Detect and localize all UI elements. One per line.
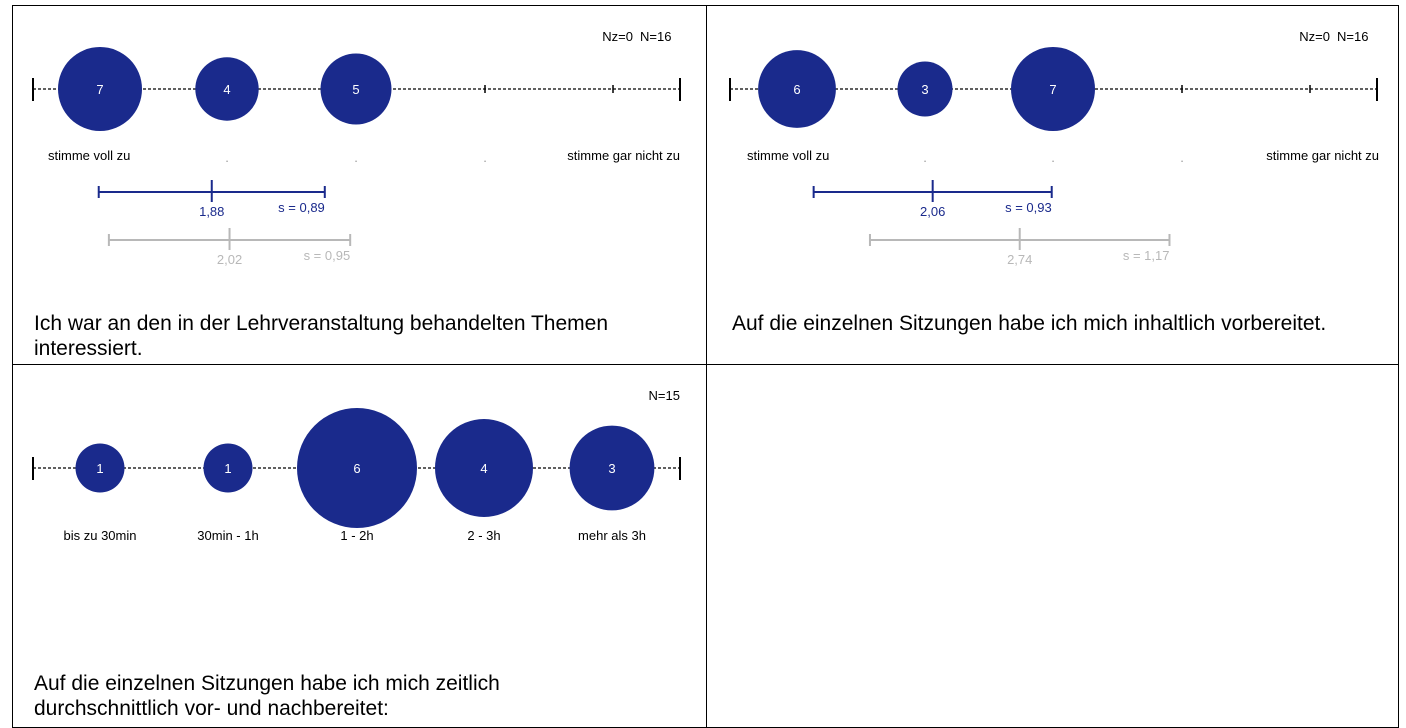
bubble-count-5: 3 [608,461,615,476]
scale-label-5: stimme gar nicht zu [1266,148,1379,163]
scale-label-5: stimme gar nicht zu [567,148,680,163]
bubble-1 [75,443,125,493]
n-label: N=16 [640,29,671,44]
scale-label-3: 1 - 2h [340,528,373,543]
n-label: N=15 [649,388,680,403]
scale-label-1: bis zu 30min [64,528,137,543]
scale-label-3: . [1051,150,1055,165]
chart-svg-time-prep: 1 1 6 4 3 N=15 bis zu 30min 30min - 1h 1… [32,388,681,543]
bubble-3 [297,408,417,528]
scale-label-2: . [923,150,927,165]
bubble-count-1: 6 [793,82,800,97]
bubble-count-3: 6 [353,461,360,476]
scale-label-4: 2 - 3h [467,528,500,543]
scale-label-2: 30min - 1h [197,528,258,543]
bubble-5 [569,425,655,511]
sd-label: s = 0,93 [1005,200,1052,215]
compare-mean-label: 2,74 [1007,252,1032,267]
axis [32,457,681,480]
bubble-2 [897,61,953,117]
question-content-prep: Auf die einzelnen Sitzungen habe ich mic… [732,312,1327,335]
errorbar-compare: 2,02 s = 0,95 [107,228,352,267]
bubble-count-2: 3 [921,82,928,97]
errorbar-course: 1,88 s = 0,89 [97,180,326,219]
errorbar-course: 2,06 s = 0,93 [812,180,1053,219]
sd-label: s = 0,89 [278,200,325,215]
scale-label-1: stimme voll zu [48,148,130,163]
bubble-2 [203,443,253,493]
mean-label: 1,88 [199,204,224,219]
compare-mean-label: 2,02 [217,252,242,267]
bubble-count-4: 4 [480,461,487,476]
scale-label-2: . [225,150,229,165]
question-interest: Ich war an den in der Lehrveranstaltung … [34,312,609,360]
scale-label-4: . [1180,150,1184,165]
bubble-4 [435,419,533,517]
bubble-count-3: 7 [1049,82,1056,97]
scale-label-3: . [354,150,358,165]
bubble-count-3: 5 [352,82,359,97]
nz-label: Nz=0 [1299,29,1330,44]
chart-svg-interest: 7 4 5 Nz=0 N=16 stimme voll zu . . . sti… [32,29,681,267]
scale-label-1: stimme voll zu [747,148,829,163]
bubble-count-2: 1 [224,461,231,476]
bubble-count-2: 4 [223,82,230,97]
bubble-1 [58,47,142,131]
compare-sd-label: s = 1,17 [1123,248,1170,263]
compare-sd-label: s = 0,95 [304,248,351,263]
chart-svg-content-prep: 6 3 7 Nz=0 N=16 stimme voll zu . . . sti… [729,29,1379,267]
scale-label-5: mehr als 3h [578,528,646,543]
chart-panel-interest: 7 4 5 Nz=0 N=16 stimme voll zu . . . sti… [12,5,707,365]
nz-label: Nz=0 [602,29,633,44]
chart-panel-content-prep: 6 3 7 Nz=0 N=16 stimme voll zu . . . sti… [706,5,1399,365]
bubble-3 [320,53,392,125]
bubble-3 [1011,47,1095,131]
bubble-count-1: 1 [96,461,103,476]
bubble-1 [758,50,836,128]
empty-panel [706,364,1399,728]
question-time-prep: Auf die einzelnen Sitzungen habe ich mic… [34,672,500,720]
bubble-count-1: 7 [96,82,103,97]
n-label: N=16 [1337,29,1368,44]
errorbar-compare: 2,74 s = 1,17 [868,228,1171,267]
chart-panel-time-prep: 1 1 6 4 3 N=15 bis zu 30min 30min - 1h 1… [12,364,707,728]
bubble-2 [195,57,259,121]
mean-label: 2,06 [920,204,945,219]
scale-label-4: . [483,150,487,165]
